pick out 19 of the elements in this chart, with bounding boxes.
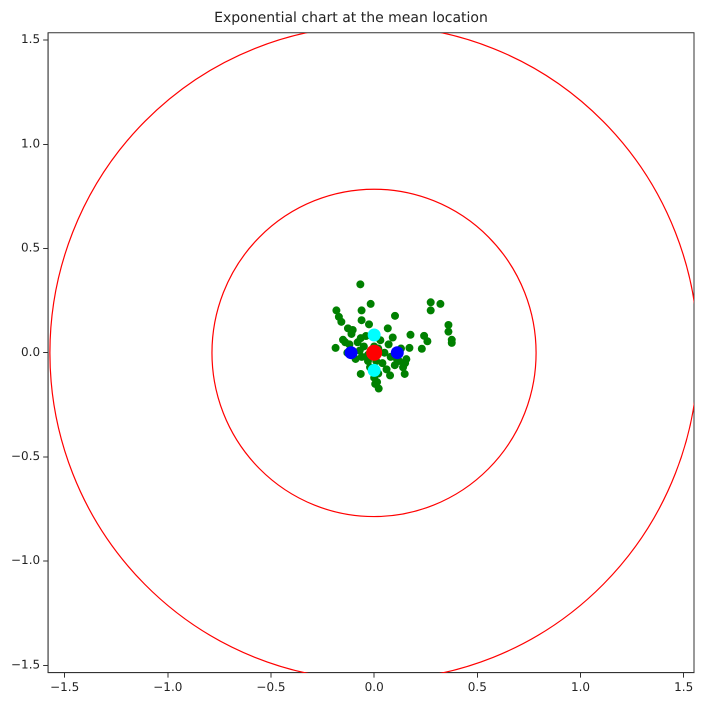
x-tick-label: 1.0 — [570, 680, 590, 694]
point — [390, 346, 404, 360]
y-tick-label: 0.5 — [21, 240, 40, 255]
y-tick-label: 1.5 — [21, 32, 40, 46]
x-tick-label: 0.0 — [364, 680, 384, 694]
point — [368, 364, 381, 377]
x-tick-label: 0.5 — [468, 680, 487, 694]
x-tick-label: −1.0 — [153, 680, 182, 694]
point — [368, 328, 381, 342]
y-tick-label: 0.0 — [21, 344, 40, 359]
y-tick-label: 1.0 — [21, 136, 40, 150]
y-tick-label: −0.5 — [11, 449, 40, 464]
chart-title: Exponential chart at the mean location — [214, 10, 488, 26]
y-tick-label: −1.0 — [11, 553, 40, 568]
x-tick-label: −0.5 — [256, 680, 286, 694]
x-tick-label: 1.5 — [674, 680, 694, 694]
y-tick-label: −1.5 — [11, 657, 40, 672]
x-tick-label: −1.5 — [50, 680, 80, 694]
point — [344, 346, 358, 360]
